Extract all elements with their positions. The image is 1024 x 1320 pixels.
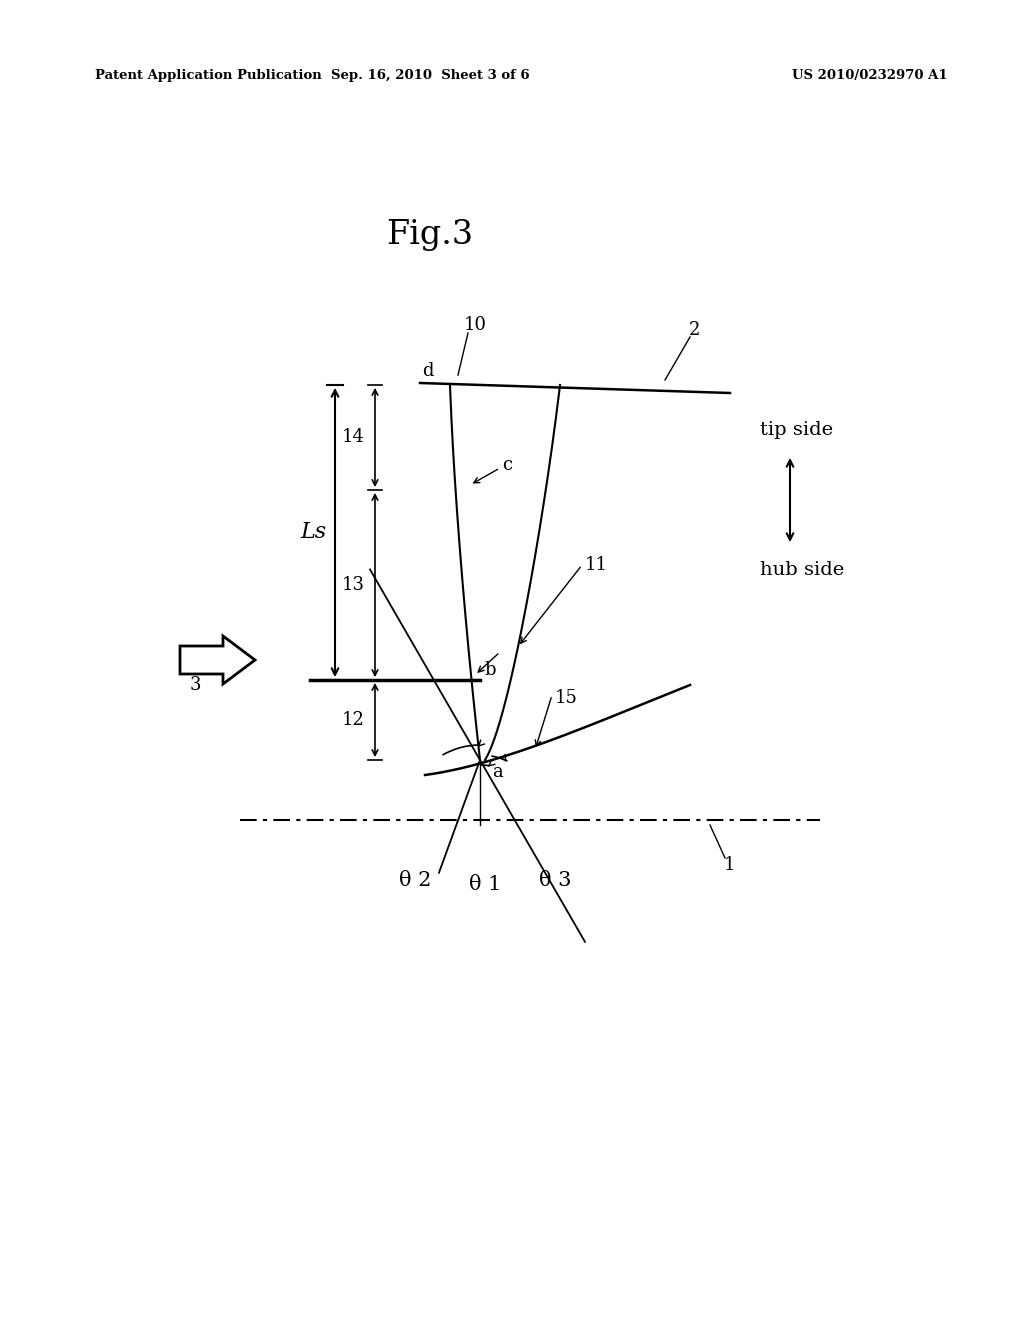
Text: Ls: Ls — [300, 521, 326, 544]
Text: 15: 15 — [555, 689, 578, 708]
Text: 11: 11 — [585, 556, 608, 574]
Text: Sep. 16, 2010  Sheet 3 of 6: Sep. 16, 2010 Sheet 3 of 6 — [331, 69, 529, 82]
FancyArrow shape — [180, 636, 255, 684]
Text: c: c — [502, 455, 512, 474]
Text: US 2010/0232970 A1: US 2010/0232970 A1 — [793, 69, 948, 82]
Text: 3: 3 — [189, 676, 201, 694]
Text: d: d — [422, 362, 434, 380]
Text: Patent Application Publication: Patent Application Publication — [95, 69, 322, 82]
Text: a: a — [492, 763, 503, 781]
Text: θ 1: θ 1 — [469, 875, 502, 895]
Text: Fig.3: Fig.3 — [386, 219, 473, 251]
Text: 13: 13 — [341, 576, 365, 594]
Text: 10: 10 — [464, 315, 486, 334]
Text: tip side: tip side — [760, 421, 834, 440]
Text: hub side: hub side — [760, 561, 844, 579]
Text: b: b — [484, 661, 496, 678]
Text: 14: 14 — [342, 429, 365, 446]
Text: 12: 12 — [342, 711, 365, 729]
Text: 2: 2 — [689, 321, 700, 339]
Text: θ 3: θ 3 — [539, 870, 571, 890]
Text: 1: 1 — [724, 855, 736, 874]
Text: θ 2: θ 2 — [398, 870, 431, 890]
